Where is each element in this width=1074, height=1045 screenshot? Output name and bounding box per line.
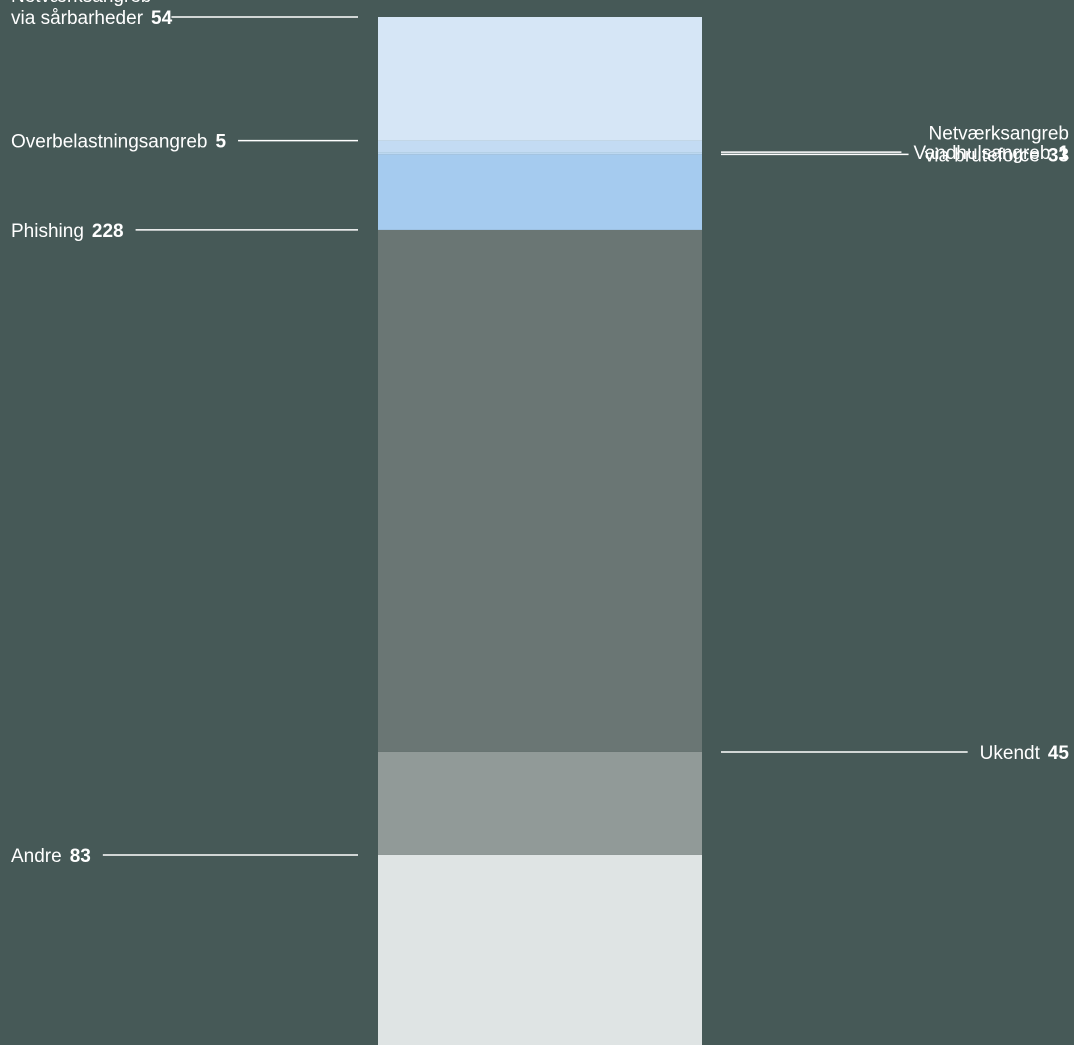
bar-segments — [378, 17, 702, 1045]
label-name-overbelastningsangreb: Overbelastningsangreb — [11, 132, 207, 153]
label-value-phishing: 228 — [92, 221, 124, 242]
label-overbelastningsangreb: Overbelastningsangreb 5 — [11, 132, 226, 153]
label-name-ukendt: Ukendt — [980, 743, 1041, 764]
label-netvaerksangreb-via-bruteforce-line-2: via bruteforce 33 — [925, 145, 1069, 166]
label-name-netvaerksangreb-via-saarbarheder-2: via sårbarheder — [11, 8, 144, 29]
label-andre: Andre 83 — [11, 846, 91, 867]
bar-segment-andre — [378, 854, 702, 1045]
bar-segment-netvaerksangreb-via-saarbarheder — [378, 17, 702, 141]
bar-segment-overbelastningsangreb — [378, 140, 702, 153]
segment-labels: Andre 83 Ukendt 45 Phishing 228 Netværksangreb… — [11, 0, 1069, 867]
label-name-netvaerksangreb-via-bruteforce-2: via bruteforce — [925, 145, 1040, 166]
bar-segment-netvaerksangreb-via-bruteforce — [378, 154, 702, 230]
bar-segment-ukendt — [378, 751, 702, 855]
label-value-overbelastningsangreb: 5 — [215, 132, 226, 153]
label-value-andre: 83 — [70, 846, 91, 867]
label-netvaerksangreb-via-saarbarheder-line-2: via sårbarheder 54 — [11, 8, 173, 29]
label-vandhulsangreb: Vandhulsangreb 1 — [913, 143, 1069, 164]
label-value-netvaerksangreb-via-saarbarheder: 54 — [151, 8, 173, 29]
label-value-vandhulsangreb: 1 — [1058, 143, 1069, 164]
label-name-andre: Andre — [11, 846, 62, 867]
label-netvaerksangreb-via-bruteforce-line-1: Netværksangreb — [929, 123, 1069, 144]
label-ukendt: Ukendt 45 — [980, 743, 1070, 764]
label-phishing: Phishing 228 — [11, 221, 124, 242]
label-value-netvaerksangreb-via-bruteforce: 33 — [1048, 145, 1069, 166]
label-name-netvaerksangreb-via-saarbarheder-1: Netværksangreb — [11, 0, 151, 7]
label-name-netvaerksangreb-via-bruteforce-1: Netværksangreb — [929, 123, 1069, 144]
label-name-vandhulsangreb: Vandhulsangreb — [913, 143, 1050, 164]
bar-segment-phishing — [378, 229, 702, 752]
label-value-ukendt: 45 — [1048, 743, 1070, 764]
label-name-phishing: Phishing — [11, 221, 84, 242]
leader-lines — [102, 16, 968, 856]
bar-segment-vandhulsangreb — [378, 152, 702, 155]
label-netvaerksangreb-via-saarbarheder-line-1: Netværksangreb — [11, 0, 151, 7]
